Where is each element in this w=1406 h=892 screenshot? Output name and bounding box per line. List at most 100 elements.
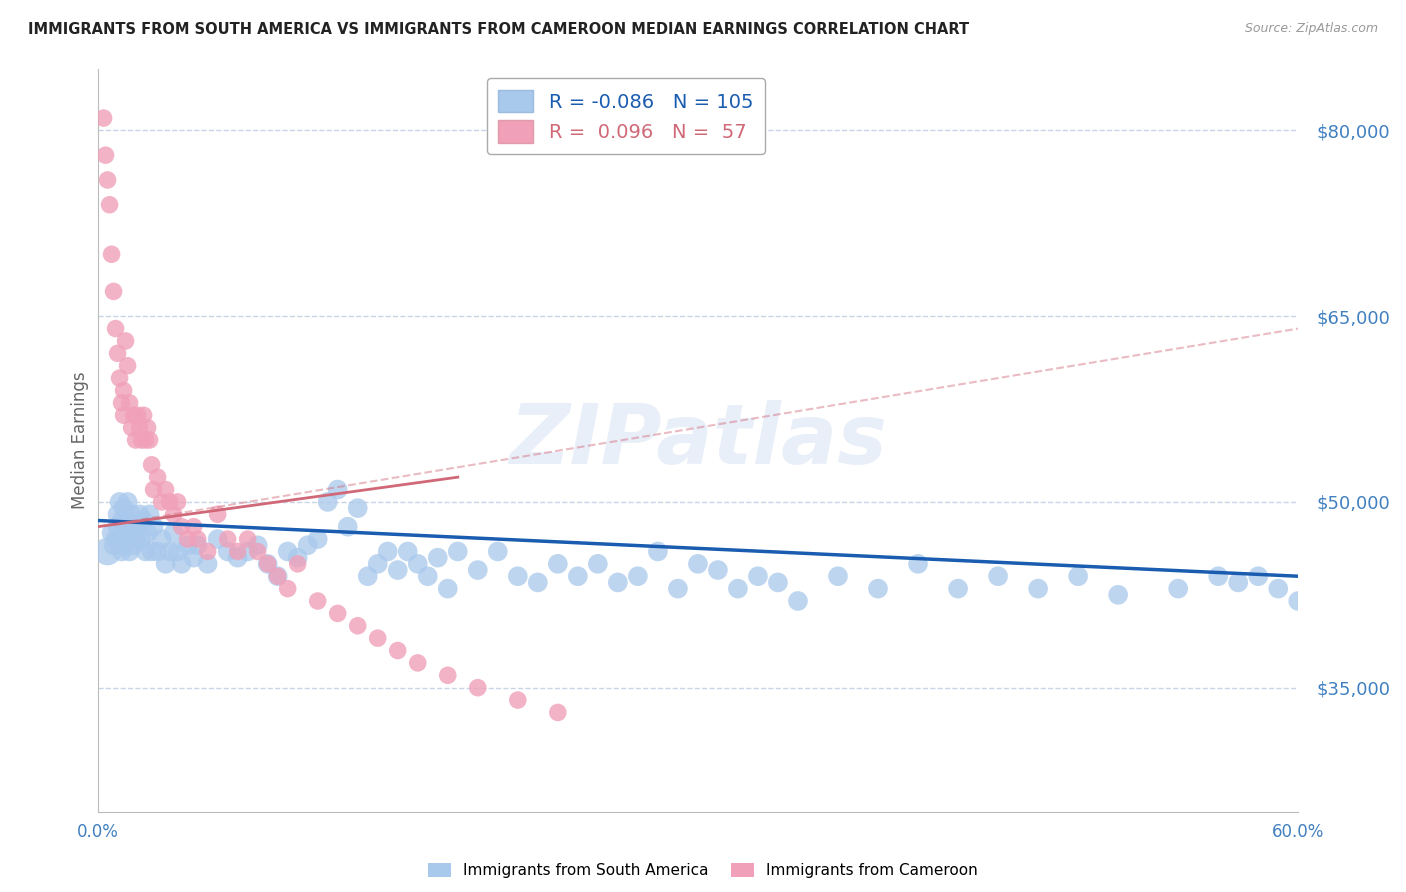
Point bbox=[110, 396, 132, 410]
Point bbox=[104, 532, 127, 546]
Point bbox=[117, 359, 139, 373]
Point bbox=[307, 594, 329, 608]
Point bbox=[94, 148, 117, 162]
Point bbox=[827, 569, 849, 583]
Point bbox=[346, 501, 368, 516]
Point bbox=[122, 538, 145, 552]
Point bbox=[100, 247, 122, 261]
Point bbox=[1026, 582, 1049, 596]
Point bbox=[128, 508, 150, 522]
Point bbox=[103, 285, 125, 299]
Point bbox=[127, 409, 149, 423]
Point bbox=[108, 371, 131, 385]
Point bbox=[277, 544, 299, 558]
Point bbox=[416, 569, 439, 583]
Point bbox=[97, 544, 120, 558]
Point bbox=[336, 519, 359, 533]
Point bbox=[183, 550, 205, 565]
Point bbox=[112, 532, 135, 546]
Point bbox=[146, 470, 169, 484]
Point bbox=[586, 557, 609, 571]
Point bbox=[946, 582, 969, 596]
Point bbox=[104, 321, 127, 335]
Point bbox=[141, 544, 163, 558]
Point bbox=[107, 519, 129, 533]
Point bbox=[326, 483, 349, 497]
Point bbox=[118, 544, 141, 558]
Point bbox=[170, 519, 193, 533]
Point bbox=[266, 569, 288, 583]
Point bbox=[436, 668, 458, 682]
Point bbox=[256, 557, 278, 571]
Point bbox=[146, 544, 169, 558]
Point bbox=[567, 569, 589, 583]
Point bbox=[866, 582, 889, 596]
Point bbox=[467, 681, 489, 695]
Point bbox=[159, 495, 181, 509]
Point bbox=[1107, 588, 1129, 602]
Point bbox=[118, 396, 141, 410]
Point bbox=[246, 538, 269, 552]
Point bbox=[506, 569, 529, 583]
Text: Source: ZipAtlas.com: Source: ZipAtlas.com bbox=[1244, 22, 1378, 36]
Point bbox=[136, 525, 159, 540]
Point bbox=[117, 525, 139, 540]
Point bbox=[122, 519, 145, 533]
Point bbox=[150, 495, 173, 509]
Point bbox=[226, 544, 249, 558]
Point bbox=[176, 538, 198, 552]
Point bbox=[207, 532, 229, 546]
Point bbox=[121, 532, 143, 546]
Point bbox=[396, 544, 419, 558]
Point bbox=[707, 563, 730, 577]
Point bbox=[162, 525, 184, 540]
Point bbox=[112, 409, 135, 423]
Point bbox=[131, 532, 153, 546]
Point bbox=[287, 557, 309, 571]
Point bbox=[110, 544, 132, 558]
Point bbox=[297, 538, 319, 552]
Point bbox=[107, 508, 129, 522]
Point bbox=[277, 582, 299, 596]
Point bbox=[766, 575, 789, 590]
Point bbox=[121, 508, 143, 522]
Point bbox=[727, 582, 749, 596]
Point bbox=[114, 519, 136, 533]
Point bbox=[406, 557, 429, 571]
Point bbox=[135, 433, 157, 447]
Point bbox=[159, 544, 181, 558]
Point bbox=[1247, 569, 1270, 583]
Point bbox=[135, 544, 157, 558]
Point bbox=[236, 532, 259, 546]
Point bbox=[141, 458, 163, 472]
Point bbox=[606, 575, 628, 590]
Point bbox=[787, 594, 810, 608]
Point bbox=[197, 557, 219, 571]
Point bbox=[121, 420, 143, 434]
Point bbox=[187, 538, 209, 552]
Point bbox=[246, 544, 269, 558]
Point bbox=[236, 544, 259, 558]
Point bbox=[176, 532, 198, 546]
Point bbox=[183, 519, 205, 533]
Point bbox=[162, 508, 184, 522]
Point bbox=[110, 514, 132, 528]
Point bbox=[217, 544, 239, 558]
Point bbox=[387, 643, 409, 657]
Point bbox=[1286, 594, 1309, 608]
Point bbox=[142, 519, 165, 533]
Point bbox=[131, 433, 153, 447]
Point bbox=[117, 514, 139, 528]
Point bbox=[666, 582, 689, 596]
Point bbox=[1388, 569, 1406, 583]
Point bbox=[170, 557, 193, 571]
Point bbox=[547, 557, 569, 571]
Point bbox=[1308, 569, 1330, 583]
Point bbox=[467, 563, 489, 577]
Point bbox=[1167, 582, 1189, 596]
Point bbox=[136, 420, 159, 434]
Point bbox=[686, 557, 709, 571]
Point bbox=[436, 582, 458, 596]
Point bbox=[108, 532, 131, 546]
Point bbox=[367, 557, 389, 571]
